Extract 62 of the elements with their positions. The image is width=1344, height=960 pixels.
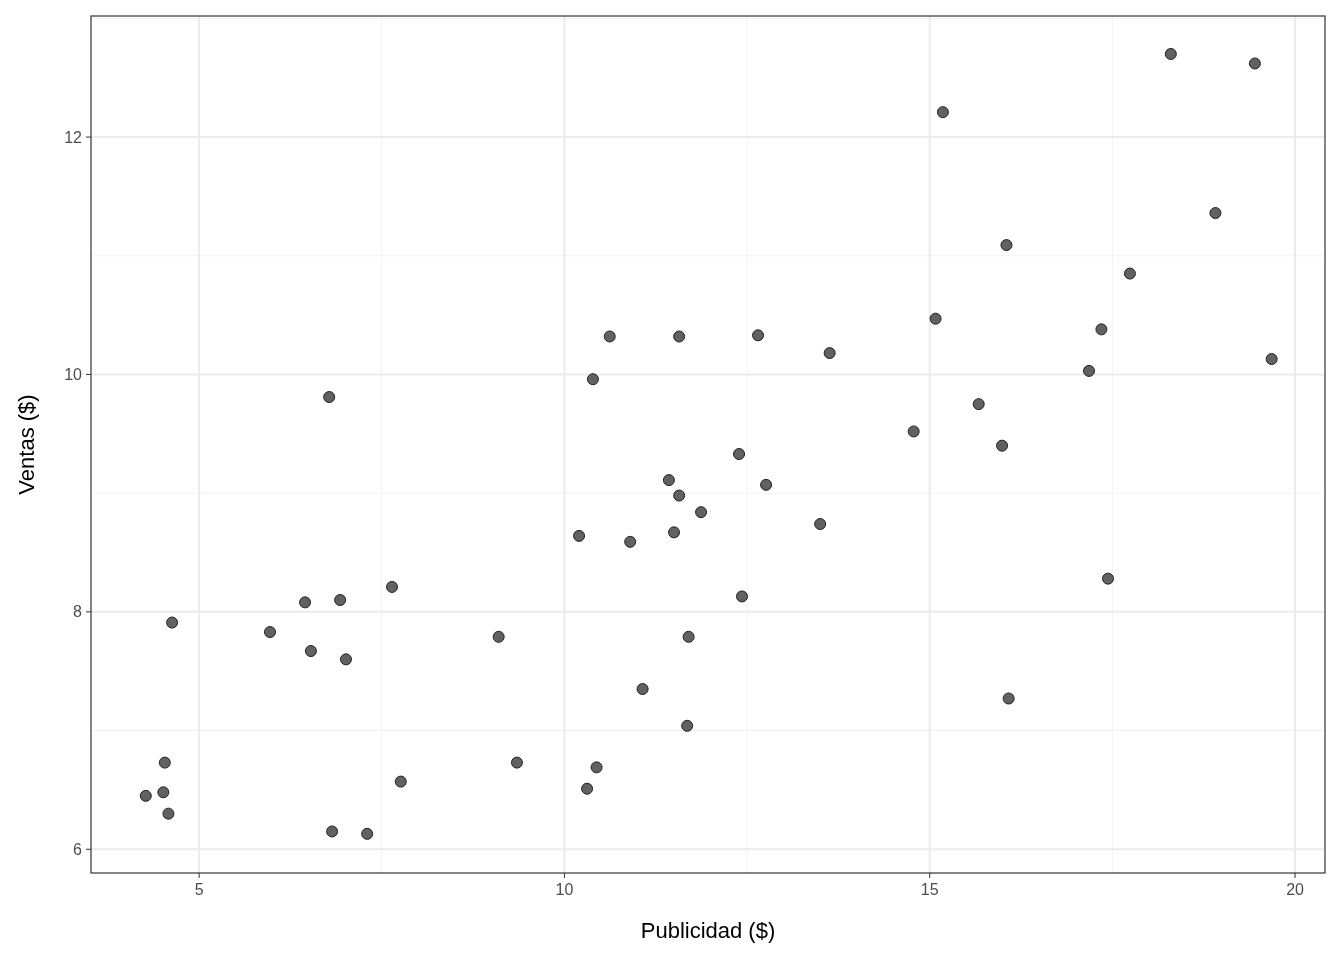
point xyxy=(386,580,399,593)
point xyxy=(733,448,746,460)
point xyxy=(1164,47,1177,60)
point xyxy=(1083,364,1096,377)
y-tick-label: 8 xyxy=(73,603,83,621)
point xyxy=(681,719,694,732)
point xyxy=(823,347,836,360)
point xyxy=(735,590,748,603)
y-tick-label: 12 xyxy=(64,128,83,146)
point xyxy=(929,312,942,325)
point xyxy=(581,782,594,795)
point xyxy=(573,529,586,542)
y-tick-label: 10 xyxy=(64,366,83,384)
point xyxy=(334,593,347,606)
point xyxy=(1002,692,1015,705)
x-tick-label: 10 xyxy=(555,881,574,898)
x-tick-label: 5 xyxy=(194,881,204,898)
point xyxy=(323,391,336,404)
x-tick-label: 15 xyxy=(920,881,939,898)
point xyxy=(695,506,708,519)
point xyxy=(158,756,171,769)
x-tick-label: 20 xyxy=(1286,881,1305,898)
point xyxy=(304,645,317,658)
point xyxy=(157,786,170,799)
point xyxy=(299,596,312,609)
point xyxy=(624,535,637,548)
point xyxy=(972,398,985,411)
point xyxy=(361,827,374,840)
point xyxy=(760,478,773,491)
point xyxy=(590,761,603,774)
point xyxy=(1000,239,1013,252)
point xyxy=(907,425,920,438)
x-axis-title: Publicidad ($) xyxy=(640,918,776,943)
y-axis-title: Ventas ($) xyxy=(14,394,39,495)
point xyxy=(586,373,599,386)
point xyxy=(936,106,949,119)
point xyxy=(1102,572,1115,585)
point xyxy=(668,526,681,539)
point xyxy=(1248,57,1261,70)
point xyxy=(1209,207,1222,220)
y-tick-label: 6 xyxy=(73,840,83,858)
point xyxy=(603,330,616,343)
point xyxy=(1265,353,1278,366)
point xyxy=(996,439,1009,452)
point xyxy=(162,807,175,820)
point xyxy=(166,616,179,629)
point xyxy=(682,630,695,643)
point xyxy=(662,474,675,487)
point xyxy=(1095,323,1108,336)
point xyxy=(492,630,505,643)
point xyxy=(339,653,352,666)
point xyxy=(139,789,152,802)
point xyxy=(636,683,649,696)
point xyxy=(1123,267,1136,280)
point xyxy=(673,489,686,502)
point xyxy=(752,329,765,342)
point xyxy=(673,330,686,343)
point xyxy=(394,775,407,788)
point xyxy=(814,518,827,531)
point xyxy=(264,626,276,639)
point xyxy=(510,756,523,769)
point xyxy=(326,825,339,838)
